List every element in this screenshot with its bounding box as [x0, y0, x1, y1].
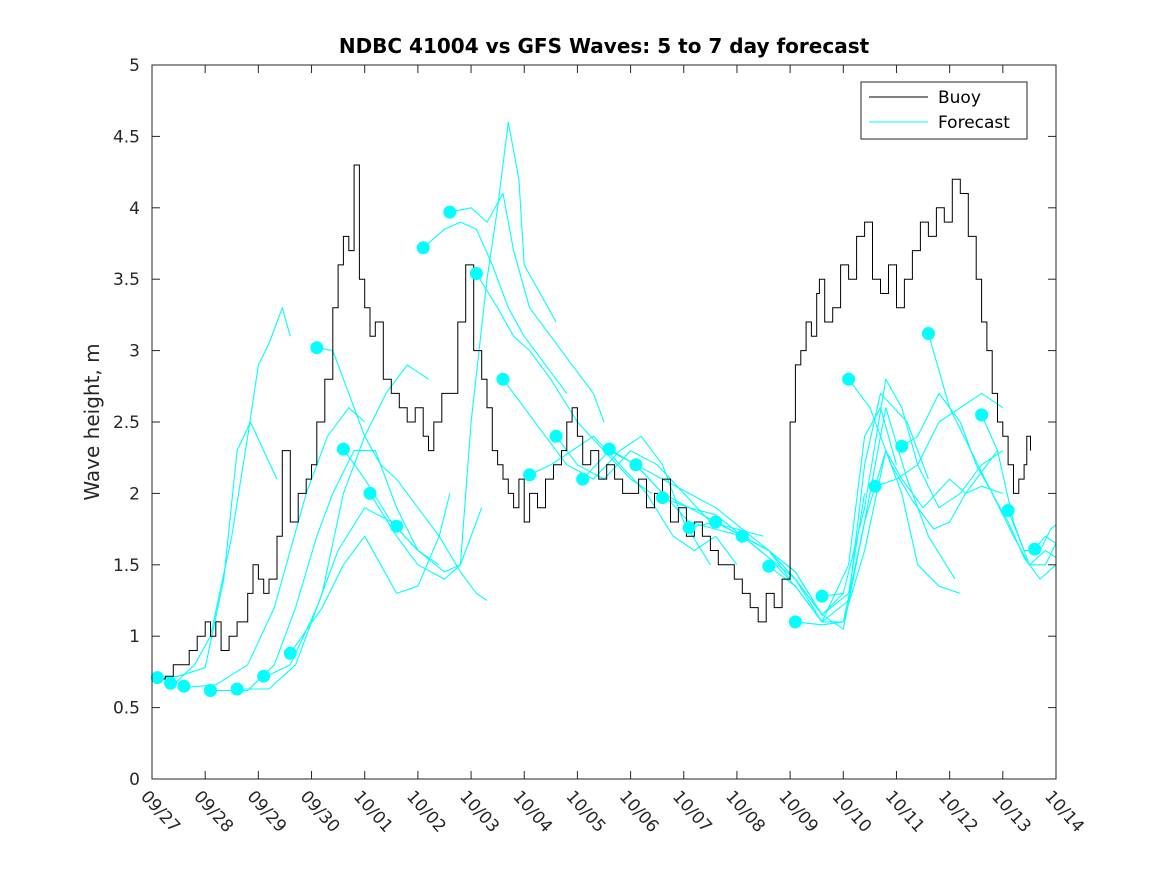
forecast-start-marker [602, 442, 616, 456]
forecast-start-marker [523, 468, 537, 482]
legend-forecast-label: Forecast [938, 113, 1010, 133]
forecast-start-marker [1001, 504, 1015, 517]
forecast-start-marker [164, 676, 178, 690]
forecast-start-marker [549, 429, 563, 443]
forecast-start-marker [390, 519, 404, 533]
forecast-start-marker [416, 241, 430, 255]
forecast-start-marker [975, 408, 989, 422]
y-tick-label: 0 [129, 770, 140, 790]
y-tick-label: 0.5 [113, 699, 140, 719]
legend-buoy-label: Buoy [938, 88, 981, 108]
forecast-line [342, 448, 483, 573]
forecast-start-marker [443, 205, 457, 219]
forecast-line [635, 464, 844, 616]
forecast-line [151, 421, 278, 680]
forecast-start-marker [336, 442, 350, 456]
forecast-start-marker [363, 486, 377, 500]
y-axis: 0 0.5 1 1.5 2 2.5 3 3.5 4 4.5 5 [113, 56, 1056, 790]
forecast-line [875, 392, 1004, 487]
forecast-start-marker [257, 669, 271, 683]
forecast-line [449, 192, 605, 423]
chart-title: NDBC 41004 vs GFS Waves: 5 to 7 day fore… [339, 34, 870, 58]
legend-box [860, 81, 1028, 140]
forecast-line [172, 307, 291, 686]
forecast-start-marker [576, 472, 590, 486]
forecast-start-marker [1028, 542, 1042, 556]
y-tick-label: 4.5 [113, 127, 140, 147]
forecast-line [715, 392, 929, 623]
forecast-start-marker [682, 521, 696, 535]
forecast-start-marker [788, 615, 802, 629]
y-tick-label: 2.5 [113, 413, 140, 433]
y-tick-label: 1.5 [113, 556, 140, 576]
y-tick-label: 2 [129, 484, 140, 504]
forecast-start-marker [921, 327, 935, 340]
forecast-line [555, 435, 764, 537]
forecast-line [475, 273, 653, 494]
forecast-start-marker [283, 646, 297, 660]
forecast-line [289, 493, 451, 654]
legend: Buoy Forecast [860, 81, 1028, 140]
forecast-start-marker [656, 491, 669, 505]
forecast-start-marker [496, 372, 510, 386]
forecast-line [422, 221, 568, 394]
forecast-start-marker [177, 679, 191, 693]
y-axis-label: Wave height, m [80, 343, 104, 500]
forecast-start-marker [230, 682, 244, 696]
forecast-start-marker [895, 439, 909, 453]
forecast-start-marker [310, 341, 324, 355]
forecast-start-marker [842, 372, 856, 386]
forecast-start-marker [735, 529, 749, 543]
forecast-line [183, 407, 366, 689]
forecast-line [848, 378, 998, 530]
forecast-start-marker [868, 479, 882, 493]
forecast-line [795, 450, 1003, 626]
forecast-start-marker [815, 589, 829, 603]
forecast-start-points [150, 205, 1042, 697]
forecast-start-marker [469, 267, 483, 280]
forecast-line [316, 347, 488, 601]
forecast-line [237, 364, 429, 690]
forecast-start-marker [150, 671, 164, 685]
forecast-line [369, 121, 557, 580]
y-tick-label: 3 [129, 342, 140, 362]
buoy-line [152, 164, 1031, 680]
forecast-start-marker [204, 684, 217, 697]
forecast-line [901, 392, 1057, 580]
y-tick-label: 5 [129, 56, 140, 76]
forecast-start-marker [629, 458, 643, 472]
forecast-line [927, 333, 1057, 566]
forecast-start-marker [709, 515, 723, 529]
forecast-start-marker [762, 559, 776, 573]
y-tick-label: 3.5 [113, 270, 140, 290]
forecast-line [821, 378, 1004, 597]
y-tick-label: 1 [129, 627, 140, 647]
y-tick-label: 4 [129, 199, 140, 219]
